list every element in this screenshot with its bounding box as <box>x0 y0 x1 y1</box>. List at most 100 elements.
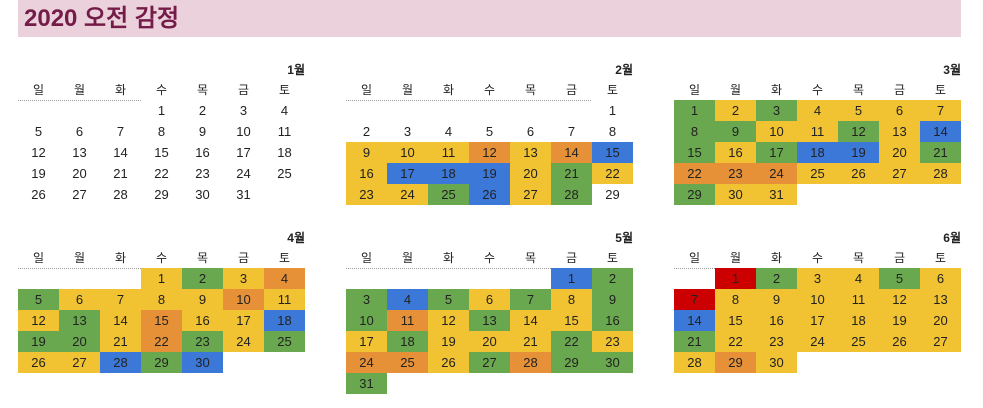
day-cell[interactable]: 27 <box>510 184 551 205</box>
day-cell[interactable]: 23 <box>756 331 797 352</box>
day-cell[interactable]: 9 <box>756 289 797 310</box>
day-cell[interactable]: 28 <box>674 352 715 373</box>
day-cell[interactable]: 3 <box>797 268 838 289</box>
day-cell[interactable]: 20 <box>59 331 100 352</box>
day-cell[interactable]: 26 <box>18 184 59 205</box>
day-cell[interactable]: 29 <box>715 352 756 373</box>
day-cell[interactable]: 31 <box>223 184 264 205</box>
day-cell[interactable]: 23 <box>182 163 223 184</box>
day-cell[interactable]: 14 <box>920 121 961 142</box>
day-cell[interactable]: 3 <box>223 268 264 289</box>
day-cell[interactable]: 3 <box>756 100 797 121</box>
day-cell[interactable]: 28 <box>551 184 592 205</box>
day-cell[interactable]: 16 <box>592 310 633 331</box>
day-cell[interactable]: 17 <box>756 142 797 163</box>
day-cell[interactable]: 21 <box>100 163 141 184</box>
day-cell[interactable]: 19 <box>428 331 469 352</box>
day-cell[interactable]: 14 <box>551 142 592 163</box>
day-cell[interactable]: 23 <box>182 331 223 352</box>
day-cell[interactable]: 17 <box>797 310 838 331</box>
day-cell[interactable]: 22 <box>715 331 756 352</box>
day-cell[interactable]: 26 <box>469 184 510 205</box>
day-cell[interactable]: 25 <box>264 331 305 352</box>
day-cell[interactable]: 20 <box>879 142 920 163</box>
day-cell[interactable]: 25 <box>387 352 428 373</box>
day-cell[interactable]: 17 <box>223 142 264 163</box>
day-cell[interactable]: 28 <box>920 163 961 184</box>
day-cell[interactable]: 3 <box>346 289 387 310</box>
day-cell[interactable]: 4 <box>428 121 469 142</box>
day-cell[interactable]: 7 <box>674 289 715 310</box>
day-cell[interactable]: 14 <box>674 310 715 331</box>
day-cell[interactable]: 12 <box>18 142 59 163</box>
day-cell[interactable]: 9 <box>715 121 756 142</box>
day-cell[interactable]: 16 <box>756 310 797 331</box>
day-cell[interactable]: 9 <box>182 121 223 142</box>
day-cell[interactable]: 27 <box>59 184 100 205</box>
day-cell[interactable]: 11 <box>797 121 838 142</box>
day-cell[interactable]: 10 <box>756 121 797 142</box>
day-cell[interactable]: 13 <box>510 142 551 163</box>
day-cell[interactable]: 8 <box>715 289 756 310</box>
day-cell[interactable]: 23 <box>715 163 756 184</box>
day-cell[interactable]: 30 <box>182 184 223 205</box>
day-cell[interactable]: 2 <box>182 100 223 121</box>
day-cell[interactable]: 7 <box>510 289 551 310</box>
day-cell[interactable]: 16 <box>182 142 223 163</box>
day-cell[interactable]: 27 <box>920 331 961 352</box>
day-cell[interactable]: 15 <box>715 310 756 331</box>
day-cell[interactable]: 24 <box>797 331 838 352</box>
day-cell[interactable]: 25 <box>797 163 838 184</box>
day-cell[interactable]: 21 <box>100 331 141 352</box>
day-cell[interactable]: 11 <box>264 289 305 310</box>
day-cell[interactable]: 29 <box>141 184 182 205</box>
day-cell[interactable]: 2 <box>592 268 633 289</box>
day-cell[interactable]: 3 <box>387 121 428 142</box>
day-cell[interactable]: 15 <box>141 310 182 331</box>
day-cell[interactable]: 6 <box>59 121 100 142</box>
day-cell[interactable]: 15 <box>592 142 633 163</box>
day-cell[interactable]: 11 <box>428 142 469 163</box>
day-cell[interactable]: 22 <box>551 331 592 352</box>
day-cell[interactable]: 6 <box>469 289 510 310</box>
day-cell[interactable]: 24 <box>223 163 264 184</box>
day-cell[interactable]: 4 <box>264 100 305 121</box>
day-cell[interactable]: 17 <box>223 310 264 331</box>
day-cell[interactable]: 14 <box>100 142 141 163</box>
day-cell[interactable]: 22 <box>141 331 182 352</box>
day-cell[interactable]: 7 <box>100 121 141 142</box>
day-cell[interactable]: 14 <box>510 310 551 331</box>
day-cell[interactable]: 26 <box>879 331 920 352</box>
day-cell[interactable]: 17 <box>387 163 428 184</box>
day-cell[interactable]: 26 <box>428 352 469 373</box>
day-cell[interactable]: 12 <box>838 121 879 142</box>
day-cell[interactable]: 24 <box>223 331 264 352</box>
day-cell[interactable]: 22 <box>141 163 182 184</box>
day-cell[interactable]: 4 <box>797 100 838 121</box>
day-cell[interactable]: 16 <box>346 163 387 184</box>
day-cell[interactable]: 29 <box>141 352 182 373</box>
day-cell[interactable]: 27 <box>59 352 100 373</box>
day-cell[interactable]: 24 <box>346 352 387 373</box>
day-cell[interactable]: 5 <box>428 289 469 310</box>
day-cell[interactable]: 28 <box>100 184 141 205</box>
day-cell[interactable]: 20 <box>510 163 551 184</box>
day-cell[interactable]: 30 <box>756 352 797 373</box>
day-cell[interactable]: 30 <box>715 184 756 205</box>
day-cell[interactable]: 12 <box>18 310 59 331</box>
day-cell[interactable]: 1 <box>141 268 182 289</box>
day-cell[interactable]: 24 <box>756 163 797 184</box>
day-cell[interactable]: 12 <box>428 310 469 331</box>
day-cell[interactable]: 2 <box>346 121 387 142</box>
day-cell[interactable]: 1 <box>674 100 715 121</box>
day-cell[interactable]: 5 <box>18 121 59 142</box>
day-cell[interactable]: 19 <box>18 331 59 352</box>
day-cell[interactable]: 3 <box>223 100 264 121</box>
day-cell[interactable]: 18 <box>264 142 305 163</box>
day-cell[interactable]: 6 <box>59 289 100 310</box>
day-cell[interactable]: 8 <box>141 121 182 142</box>
day-cell[interactable]: 13 <box>59 142 100 163</box>
day-cell[interactable]: 27 <box>469 352 510 373</box>
day-cell[interactable]: 2 <box>715 100 756 121</box>
day-cell[interactable]: 18 <box>797 142 838 163</box>
